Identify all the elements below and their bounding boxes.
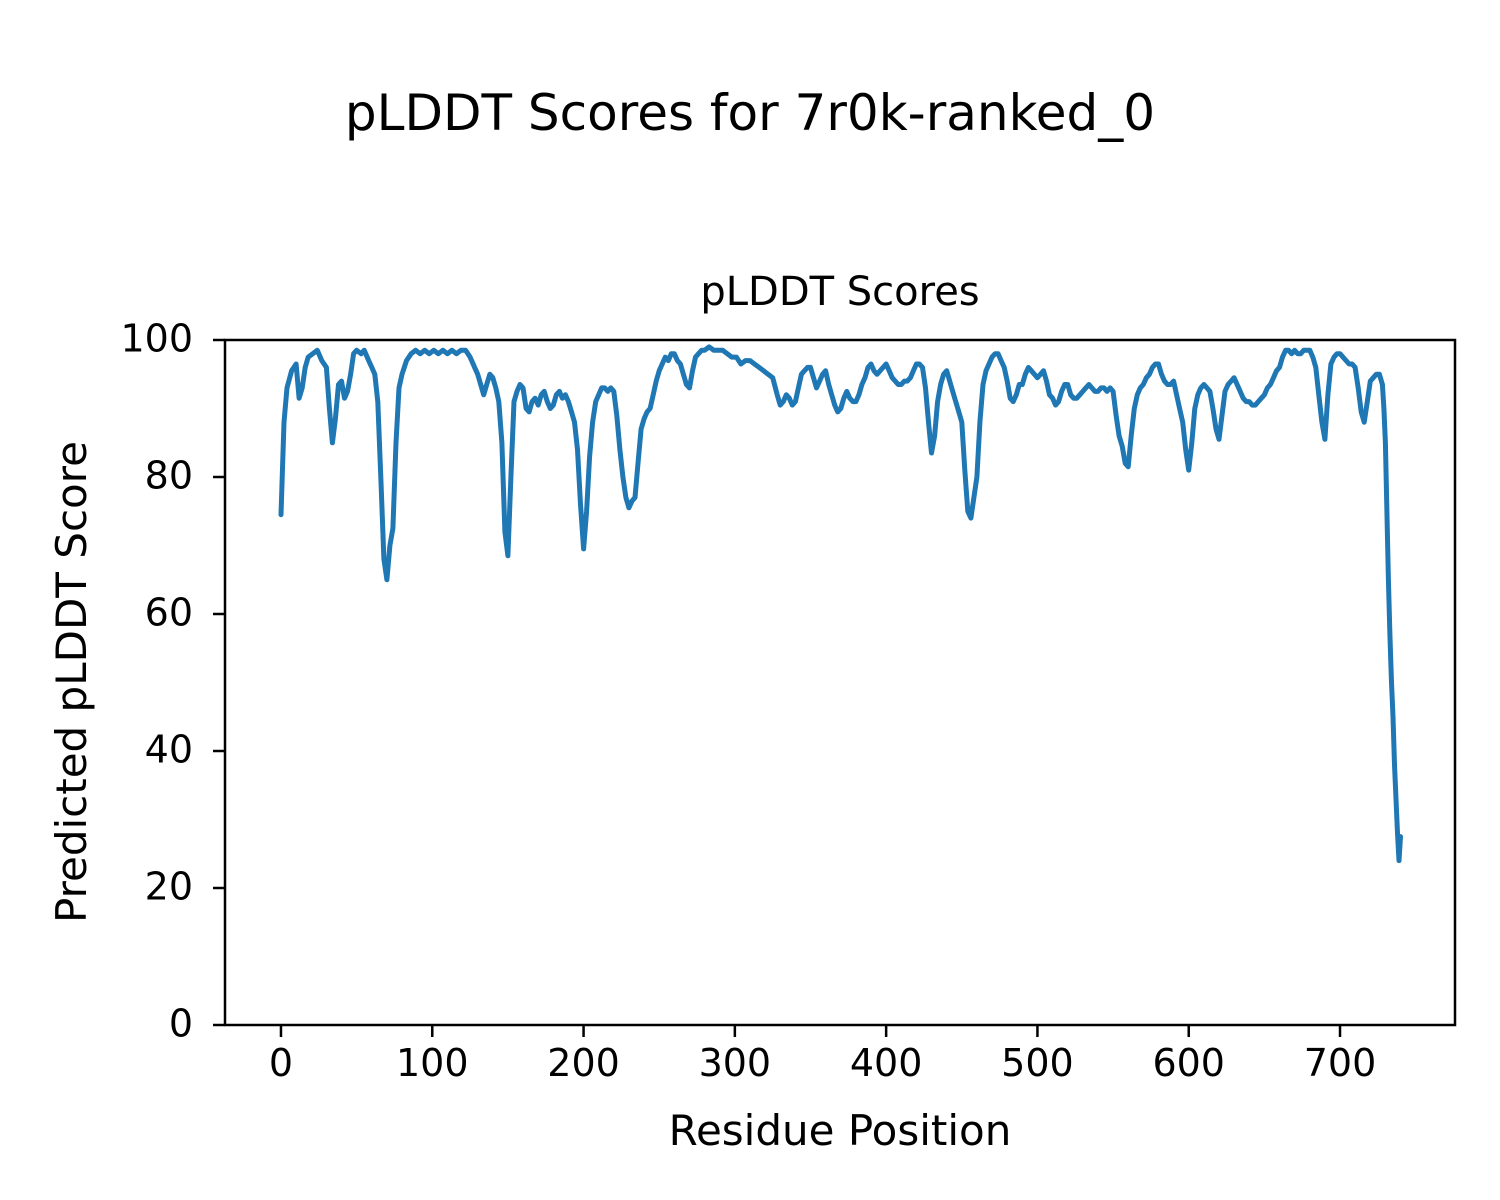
axes-title: pLDDT Scores: [700, 269, 980, 315]
x-tick-label: 600: [1152, 1041, 1225, 1085]
x-tick-label: 0: [268, 1041, 294, 1085]
y-tick-label: 100: [120, 316, 193, 361]
y-tick-label: 60: [144, 590, 193, 635]
x-tick-label: 500: [1001, 1041, 1074, 1085]
x-tick-label: 100: [396, 1041, 469, 1085]
x-tick-label: 200: [547, 1041, 620, 1085]
figure-suptitle: pLDDT Scores for 7r0k-ranked_0: [344, 84, 1156, 142]
x-tick-label: 400: [849, 1041, 923, 1085]
y-tick-label: 0: [168, 1001, 193, 1046]
x-tick-label: 700: [1303, 1041, 1377, 1085]
plddt-line: [278, 344, 1403, 864]
y-axis-label: Predicted pLDDT Score: [46, 441, 96, 923]
x-tick-label: 300: [698, 1041, 772, 1085]
y-tick-label: 80: [144, 453, 193, 498]
y-tick-label: 40: [144, 727, 193, 772]
x-axis-label: Residue Position: [668, 1106, 1012, 1155]
axes-box: [223, 338, 1457, 1027]
y-tick-label: 20: [144, 864, 193, 909]
